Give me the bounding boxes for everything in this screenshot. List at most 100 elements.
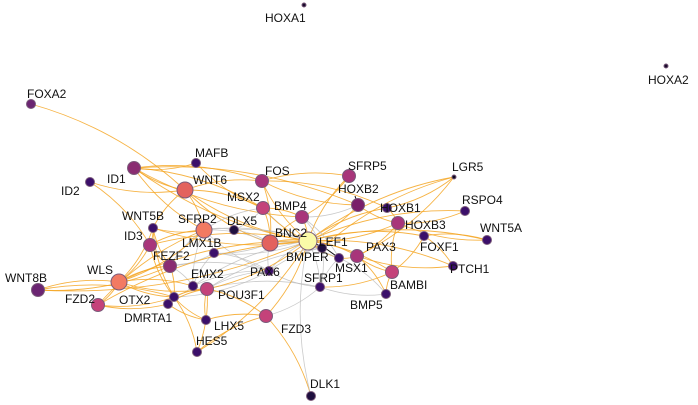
edge-id2-wnt6	[89, 181, 186, 193]
node-bmper[interactable]	[317, 243, 327, 253]
node-label-otx2: OTX2	[119, 293, 151, 307]
edge-id2-id3	[89, 181, 151, 246]
node-label-bmp5: BMP5	[350, 298, 383, 312]
node-msx2[interactable]	[256, 201, 270, 215]
node-id2[interactable]	[85, 177, 95, 187]
node-sfrp1[interactable]	[315, 282, 325, 292]
node-hoxb2[interactable]	[351, 198, 365, 212]
node-emx2[interactable]	[188, 281, 198, 291]
node-layer	[26, 2, 669, 401]
edge-mafb-msx2	[195, 162, 264, 209]
node-dlx5[interactable]	[229, 225, 239, 235]
node-label-wnt6: WNT6	[193, 173, 227, 187]
edge-pou3f1-lef1	[206, 240, 309, 290]
node-wnt8b[interactable]	[31, 283, 45, 297]
edge-sfrp2-wls	[118, 229, 205, 283]
node-label-bnc2: BNC2	[275, 226, 307, 240]
node-label-bmp4: BMP4	[274, 199, 307, 213]
node-mafb[interactable]	[191, 158, 201, 168]
node-label-pax6: PAX6	[250, 265, 280, 279]
edge-fzd3-dlk1	[265, 315, 312, 397]
node-pax6[interactable]	[264, 266, 274, 276]
node-lef1[interactable]	[298, 231, 318, 251]
node-label-fzd2: FZD2	[65, 292, 95, 306]
node-pax3[interactable]	[350, 249, 364, 263]
node-dmrta1[interactable]	[163, 299, 173, 309]
node-sfrp5[interactable]	[342, 169, 356, 183]
node-pou3f1[interactable]	[200, 282, 214, 296]
node-hoxb3[interactable]	[391, 216, 405, 230]
edge-bmp5-sfrp1	[319, 286, 387, 296]
edge-sfrp2-lef1	[203, 227, 309, 242]
node-wnt5b[interactable]	[148, 223, 158, 233]
node-wnt6[interactable]	[176, 181, 194, 199]
node-label-dlk1: DLK1	[310, 377, 340, 391]
node-ptch1[interactable]	[448, 261, 458, 271]
node-fzd3[interactable]	[259, 309, 273, 323]
edge-fzd2-lef1	[97, 240, 309, 306]
node-otx2[interactable]	[169, 292, 179, 302]
edge-fos-sfrp5	[261, 172, 350, 182]
edge-layer	[30, 103, 488, 397]
node-label-fzd3: FZD3	[281, 322, 311, 336]
node-label-lhx5: LHX5	[214, 319, 244, 333]
node-label-bambi: BAMBI	[390, 278, 427, 292]
node-id1[interactable]	[127, 161, 141, 175]
edge-id1-bmp4	[133, 167, 303, 218]
edge-bmp4-hoxb2	[301, 204, 359, 218]
node-hoxb1[interactable]	[382, 203, 392, 213]
node-msx1[interactable]	[334, 253, 344, 263]
node-id3[interactable]	[143, 238, 157, 252]
node-bnc2[interactable]	[261, 234, 279, 252]
node-hes5[interactable]	[192, 347, 202, 357]
node-dlk1[interactable]	[306, 391, 316, 401]
edge-ptch1-lef1	[307, 239, 454, 267]
node-label-hoxa1: HOXA1	[265, 11, 306, 25]
node-label-msx2: MSX2	[227, 190, 260, 204]
edge-lgr5-lef1	[307, 176, 455, 242]
edge-bmp5-msx1	[338, 257, 387, 295]
node-label-lef1: LEF1	[319, 235, 348, 249]
edge-fzd2-sfrp2	[97, 229, 205, 306]
node-wls[interactable]	[110, 273, 128, 291]
node-wnt5a[interactable]	[482, 235, 492, 245]
edge-hes5-lef1	[196, 240, 309, 353]
edge-wnt6-bnc2	[184, 189, 271, 244]
node-label-wnt5a: WNT5A	[480, 221, 522, 235]
node-label-lmx1b: LMX1B	[182, 236, 221, 250]
edge-otx2-pax6	[173, 270, 270, 298]
edge-rspo4-lef1	[307, 210, 466, 242]
edge-otx2-hes5	[173, 296, 198, 353]
node-label-id2: ID2	[61, 184, 80, 198]
node-label-bmper: BMPER	[286, 250, 329, 264]
node-label-wnt8b: WNT8B	[5, 271, 47, 285]
node-rspo4[interactable]	[460, 206, 470, 216]
node-label-mafb: MAFB	[195, 146, 228, 160]
node-fezf2[interactable]	[163, 259, 177, 273]
node-label-hoxb2: HOXB2	[338, 182, 379, 196]
edge-fos-hoxb2	[261, 180, 359, 206]
node-lmx1b[interactable]	[209, 248, 219, 258]
edge-foxf1-lef1	[307, 230, 425, 242]
node-sfrp2[interactable]	[195, 221, 213, 239]
node-bmp5[interactable]	[381, 289, 391, 299]
node-label-hoxb3: HOXB3	[405, 218, 446, 232]
node-foxa2[interactable]	[26, 99, 36, 109]
node-lgr5[interactable]	[451, 174, 457, 180]
node-bambi[interactable]	[385, 265, 399, 279]
node-lhx5[interactable]	[201, 315, 211, 325]
node-label-pou3f1: POU3F1	[218, 288, 265, 302]
node-label-lgr5: LGR5	[452, 160, 484, 174]
node-label-hoxa2: HOXA2	[648, 73, 689, 87]
node-label-sfrp5: SFRP5	[348, 159, 387, 173]
edge-dlk1-lef1	[299, 240, 312, 397]
node-hoxa2[interactable]	[663, 63, 669, 69]
node-fos[interactable]	[255, 174, 269, 188]
node-fzd2[interactable]	[91, 298, 105, 312]
node-label-msx1: MSX1	[335, 261, 368, 275]
node-label-rspo4: RSPO4	[462, 193, 503, 207]
node-foxf1[interactable]	[419, 231, 429, 241]
node-hoxa1[interactable]	[301, 2, 307, 8]
node-bmp4[interactable]	[295, 210, 309, 224]
edge-id1-sfrp2	[133, 167, 205, 231]
